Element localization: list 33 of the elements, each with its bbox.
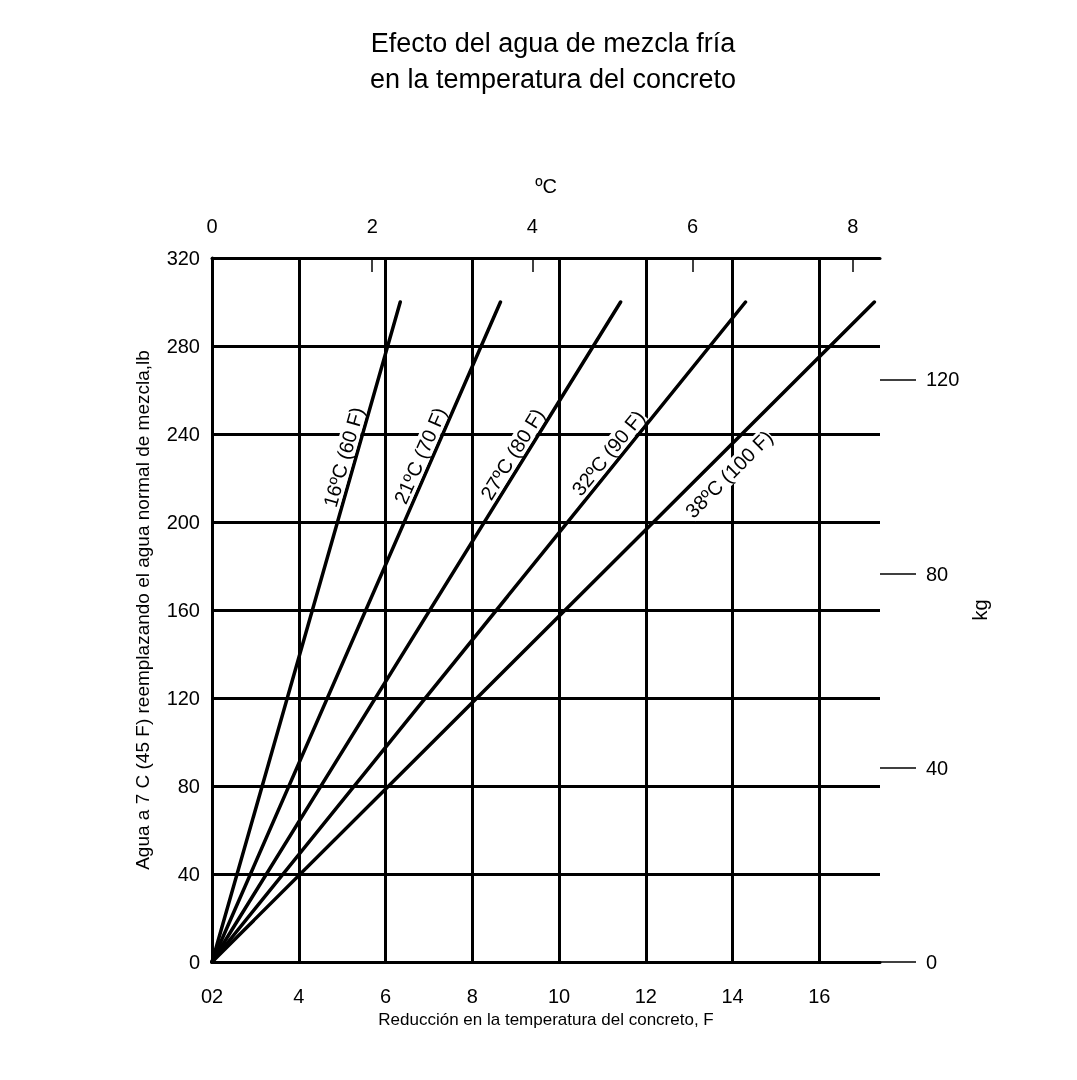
x2-tick-label: 6	[687, 215, 699, 237]
x2-tick-label: 0	[206, 215, 218, 237]
y-tick-label: 280	[166, 335, 200, 357]
x-tick-label: 6	[379, 985, 392, 1007]
y-tick-label: 240	[166, 423, 200, 445]
y-axis-title: Agua a 7 C (45 F) reemplazando el agua normal de mezcla,lb	[132, 350, 153, 870]
y-tick-label: 160	[166, 599, 200, 621]
x-tick-label: 16	[808, 985, 831, 1007]
x2-tick-label: 8	[847, 215, 859, 237]
chart-title: Efecto del agua de mezcla fría en la temperatura del concreto	[369, 28, 737, 94]
y2-tick-label: 120	[926, 368, 960, 391]
text: 16ºC (60 F)	[318, 404, 369, 510]
x2-axis-title: ºC	[535, 175, 557, 197]
x2-tick-label: 4	[526, 215, 538, 237]
y-tick-label: 200	[166, 511, 200, 533]
y2-tick-label: 0	[926, 951, 938, 973]
y-tick-label: 40	[177, 863, 200, 885]
x2-tick-label: 2	[366, 215, 378, 237]
x-tick-label: 14	[721, 985, 744, 1007]
y2-tick-label: 80	[926, 562, 949, 585]
x-tick-label: 8	[466, 985, 478, 1007]
y2-tick-label: 40	[926, 756, 949, 779]
y-tick-label: 120	[166, 687, 200, 709]
text: 21ºC (70 F)	[389, 404, 451, 508]
x-tick-label: 02	[200, 985, 224, 1007]
x-tick-label: 12	[634, 985, 657, 1007]
y-tick-label: 0	[188, 951, 200, 973]
y-tick-label: 80	[177, 775, 200, 797]
y2-axis-title: kg	[969, 599, 992, 621]
x-tick-label: 10	[547, 985, 571, 1007]
x-axis-title: Reducción en la temperatura del concreto, F	[378, 1009, 714, 1029]
x-tick-label: 4	[293, 985, 305, 1007]
y-tick-label: 320	[166, 247, 200, 269]
